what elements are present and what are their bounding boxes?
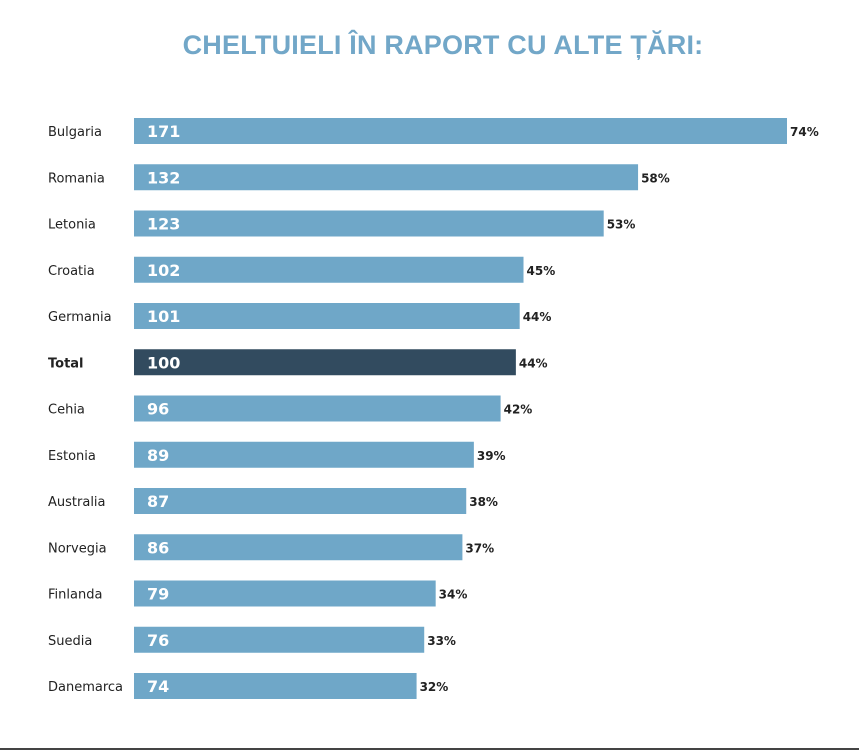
- bar-value-label: 89: [147, 446, 169, 465]
- category-label: Croatia: [48, 264, 95, 279]
- bar: [134, 118, 787, 144]
- bar-row-romania: Romania 132 58%: [48, 164, 670, 191]
- bar: [134, 303, 520, 329]
- category-label: Norvegia: [48, 541, 107, 556]
- percent-label: 45%: [527, 264, 556, 278]
- bar: [134, 488, 467, 514]
- bar: [134, 580, 436, 607]
- bar-row-letonia: Letonia 123 53%: [48, 210, 636, 237]
- category-label: Romania: [48, 171, 105, 186]
- bar: [134, 210, 604, 237]
- bar-row-estonia: Estonia 89 39%: [48, 441, 506, 468]
- category-label: Total: [48, 356, 84, 371]
- bar-value-label: 79: [147, 585, 169, 604]
- bar-row-australia: Australia 87 38%: [48, 488, 498, 514]
- category-label: Suedia: [48, 634, 92, 649]
- bar: [134, 395, 501, 422]
- percent-label: 44%: [519, 356, 548, 370]
- bar-row-bulgaria: Bulgaria 171 74%: [48, 118, 819, 144]
- bar-row-croatia: Croatia 102 45%: [48, 256, 556, 283]
- bar-value-label: 87: [147, 492, 169, 511]
- bar: [134, 256, 524, 283]
- percent-label: 32%: [420, 680, 449, 694]
- bar-value-label: 76: [147, 631, 169, 650]
- percent-label: 42%: [504, 403, 533, 417]
- bar-row-cehia: Cehia 96 42%: [48, 395, 533, 422]
- percent-label: 38%: [469, 495, 498, 509]
- percent-label: 58%: [641, 171, 670, 185]
- bar: [134, 441, 474, 468]
- bar-row-danemarca: Danemarca 74 32%: [48, 673, 448, 699]
- category-label: Danemarca: [48, 680, 123, 695]
- bar-row-norvegia: Norvegia 86 37%: [48, 534, 494, 561]
- bar-value-label: 102: [147, 261, 180, 280]
- percent-label: 37%: [465, 541, 494, 555]
- category-label: Finlanda: [48, 588, 102, 603]
- chart-title: CHELTUIELI ÎN RAPORT CU ALTE ȚĂRI:: [182, 30, 704, 60]
- bar-row-finlanda: Finlanda 79 34%: [48, 580, 468, 607]
- bar: [134, 164, 639, 191]
- percent-label: 39%: [477, 449, 506, 463]
- bar-value-label: 74: [147, 677, 169, 696]
- bar-value-label: 123: [147, 215, 180, 234]
- category-label: Bulgaria: [48, 125, 102, 140]
- bar-row-suedia: Suedia 76 33%: [48, 626, 456, 653]
- bar-total: [134, 349, 516, 376]
- percent-label: 53%: [607, 218, 636, 232]
- category-label: Letonia: [48, 218, 96, 233]
- bar-value-label: 96: [147, 400, 169, 419]
- category-label: Cehia: [48, 403, 85, 418]
- bar: [134, 534, 463, 561]
- bar-value-label: 171: [147, 122, 180, 141]
- bar: [134, 626, 425, 653]
- bar-value-label: 132: [147, 168, 180, 187]
- percent-label: 34%: [439, 588, 468, 602]
- bar-value-label: 101: [147, 307, 180, 326]
- category-label: Estonia: [48, 449, 96, 464]
- bar: [134, 673, 417, 699]
- category-label: Germania: [48, 310, 112, 325]
- bar-row-total: Total 100 44%: [48, 349, 548, 376]
- bar-row-germania: Germania 101 44%: [48, 303, 551, 329]
- percent-label: 44%: [523, 310, 552, 324]
- percent-label: 74%: [790, 125, 819, 139]
- category-label: Australia: [48, 495, 106, 510]
- bottom-divider: [0, 748, 859, 750]
- bar-value-label: 86: [147, 538, 169, 557]
- bar-value-label: 100: [147, 353, 180, 372]
- percent-label: 33%: [427, 634, 456, 648]
